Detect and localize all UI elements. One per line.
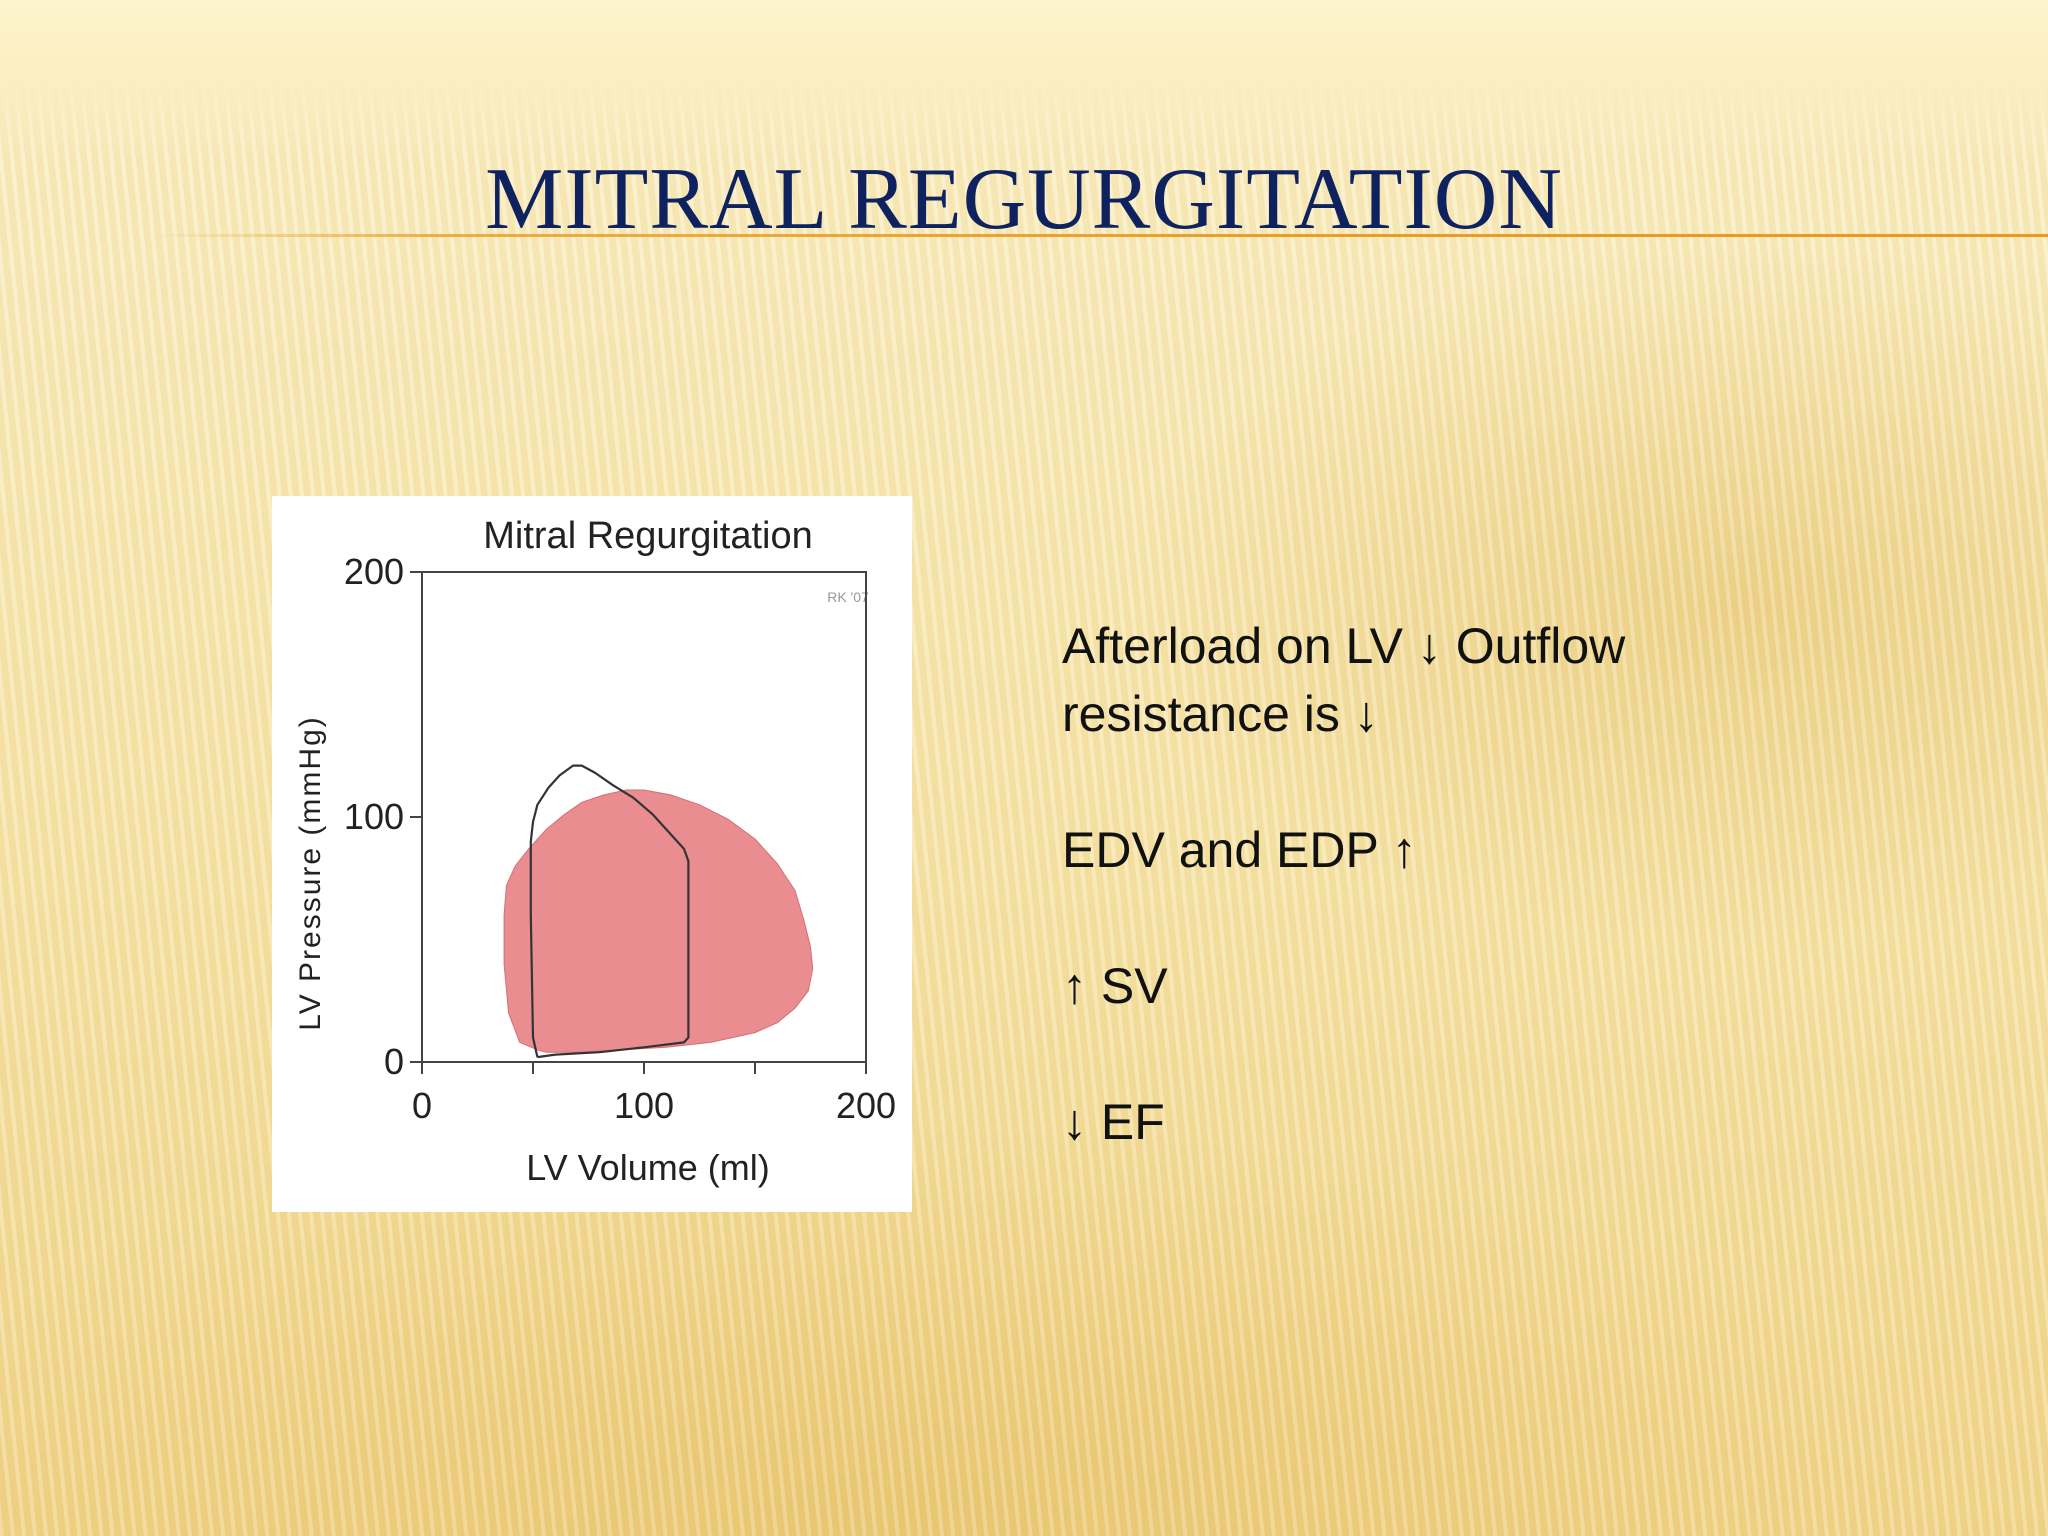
- bullet-ef: ↓ EF: [1062, 1094, 1165, 1150]
- x-tick-label: 100: [614, 1085, 674, 1126]
- chart-title: Mitral Regurgitation: [483, 515, 812, 557]
- pv-loop-chart: Mitral Regurgitation RK '07 LV Pressure …: [272, 496, 912, 1212]
- bullet-edv-edp: EDV and EDP ↑: [1062, 822, 1417, 878]
- bullet-afterload: Afterload on LV ↓ Outflow resistance is …: [1062, 618, 1626, 742]
- y-tick-label: 100: [344, 796, 404, 837]
- slide-title: MITRAL REGURGITATION: [485, 151, 1563, 248]
- chart-svg: Mitral Regurgitation RK '07 LV Pressure …: [294, 515, 896, 1188]
- bullet-list: Afterload on LV ↓ Outflow resistance is …: [1062, 612, 1822, 1224]
- title-underline: [150, 234, 2048, 237]
- y-tick-label: 200: [344, 551, 404, 592]
- x-axis-label: LV Volume (ml): [526, 1147, 769, 1188]
- chart-watermark: RK '07: [827, 589, 869, 605]
- pv-loop-outline: [529, 764, 690, 1059]
- pv-loop-filled: [503, 789, 814, 1053]
- plot-layer: 0 100 200 0 100 200: [344, 551, 896, 1126]
- x-tick-label: 0: [412, 1085, 432, 1126]
- x-tick-label: 200: [836, 1085, 896, 1126]
- bullet-sv: ↑ SV: [1062, 958, 1168, 1014]
- y-axis-label: LV Pressure (mmHg): [294, 715, 327, 1031]
- y-tick-label: 0: [384, 1041, 404, 1082]
